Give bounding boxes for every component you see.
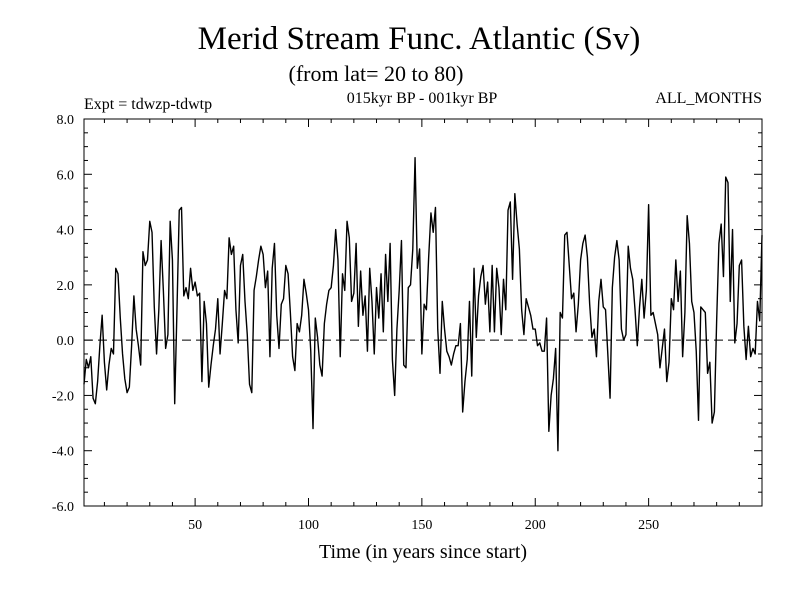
x-tick-label: 200 xyxy=(525,518,546,533)
x-tick-label: 150 xyxy=(411,518,432,533)
plot-frame xyxy=(83,118,763,507)
x-tick-label: 250 xyxy=(638,518,659,533)
y-axis: -6.0 -4.0 -2.0 0.0 2.0 4.0 6.0 8.0 xyxy=(52,113,762,515)
experiment-label: Expt = tdwzp-tdwtp xyxy=(84,96,212,113)
period-label: 015kyr BP - 001kyr BP xyxy=(347,90,498,107)
chart-title: Merid Stream Func. Atlantic (Sv) xyxy=(198,21,641,57)
y-tick-label: 2.0 xyxy=(57,279,75,294)
y-tick-label: 8.0 xyxy=(57,113,75,128)
months-label: ALL_MONTHS xyxy=(655,90,762,107)
y-tick-label: 6.0 xyxy=(57,168,75,183)
x-axis-label: Time (in years since start) xyxy=(319,541,527,563)
y-tick-label: 4.0 xyxy=(57,224,75,239)
y-tick-label: -2.0 xyxy=(52,389,74,404)
y-tick-label: 0.0 xyxy=(57,334,75,349)
x-tick-label: 100 xyxy=(298,518,319,533)
y-tick-label: -4.0 xyxy=(52,445,74,460)
series-line xyxy=(83,156,763,452)
x-axis: 50 100 150 200 250 xyxy=(103,119,763,533)
chart-subtitle: (from lat= 20 to 80) xyxy=(289,61,464,86)
y-tick-label: -6.0 xyxy=(52,500,74,515)
x-tick-label: 50 xyxy=(188,518,202,533)
